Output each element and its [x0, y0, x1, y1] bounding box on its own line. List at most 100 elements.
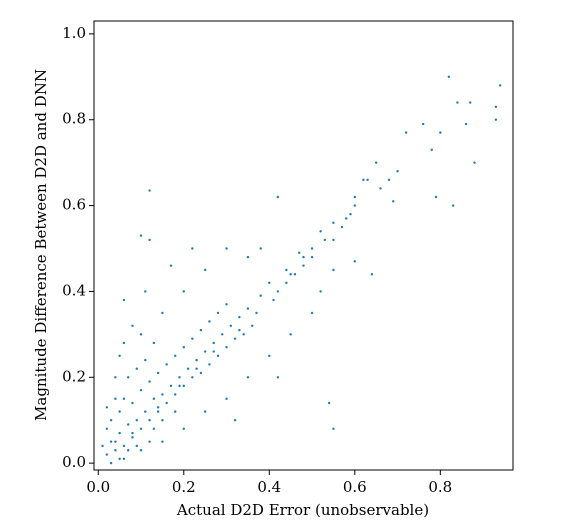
point	[174, 410, 177, 413]
point	[195, 358, 198, 362]
point	[392, 200, 395, 203]
point	[494, 118, 498, 121]
point	[229, 324, 233, 327]
point	[114, 449, 117, 452]
point	[387, 178, 391, 182]
point	[135, 419, 138, 422]
point	[118, 431, 121, 435]
point	[289, 273, 292, 276]
point	[327, 401, 331, 405]
point	[374, 161, 378, 164]
point	[165, 363, 168, 366]
point	[148, 419, 151, 422]
point	[169, 264, 173, 267]
point	[127, 376, 130, 379]
point	[182, 427, 185, 430]
point	[139, 427, 143, 430]
point	[156, 410, 160, 413]
point	[156, 406, 160, 409]
point	[148, 238, 151, 242]
point	[422, 122, 425, 126]
y-tick-label: 1.0	[62, 24, 86, 42]
point	[285, 281, 288, 285]
point	[323, 238, 327, 242]
point	[498, 84, 502, 87]
point	[332, 238, 335, 242]
point	[353, 204, 357, 207]
point	[379, 187, 382, 190]
point	[182, 290, 185, 293]
point	[434, 195, 438, 199]
point	[144, 358, 147, 362]
point	[216, 311, 220, 315]
y-tick-label: 0.8	[62, 110, 86, 128]
point	[105, 453, 109, 456]
point	[242, 333, 245, 336]
point	[203, 350, 207, 353]
point	[152, 341, 156, 345]
point	[268, 281, 271, 285]
x-axis-label: Actual D2D Error (unobservable)	[176, 501, 429, 519]
point	[118, 354, 121, 358]
point	[340, 225, 344, 229]
x-tick-label: 0.4	[257, 478, 281, 496]
point	[289, 333, 292, 336]
y-tick-label: 0.6	[62, 196, 86, 214]
point	[345, 217, 348, 220]
point	[127, 449, 130, 452]
point	[135, 444, 138, 448]
point	[272, 298, 275, 302]
point	[156, 371, 160, 375]
point	[127, 423, 130, 426]
point	[255, 311, 258, 315]
point	[212, 350, 215, 353]
point	[332, 268, 335, 272]
point	[152, 397, 156, 400]
point	[148, 380, 151, 383]
point	[310, 311, 314, 315]
point	[174, 354, 177, 358]
point	[349, 212, 352, 216]
x-tick-label: 0.6	[343, 478, 367, 496]
point	[302, 255, 305, 259]
point	[131, 436, 134, 439]
point	[118, 457, 121, 461]
point	[469, 101, 472, 104]
plot-frame	[93, 20, 514, 471]
point	[285, 268, 288, 272]
point	[199, 371, 203, 375]
point	[439, 131, 442, 134]
point	[494, 105, 498, 109]
point	[182, 384, 185, 388]
point	[191, 376, 194, 379]
point	[451, 204, 455, 207]
point	[131, 431, 134, 435]
point	[191, 337, 194, 340]
point	[216, 354, 220, 358]
point	[404, 131, 408, 134]
x-tick-label: 0.0	[86, 478, 110, 496]
point	[302, 264, 305, 267]
point	[276, 195, 280, 199]
point	[178, 376, 181, 379]
point	[122, 341, 126, 345]
point	[131, 401, 134, 405]
point	[233, 419, 237, 422]
point	[148, 440, 151, 443]
point	[161, 393, 164, 396]
point	[109, 419, 113, 422]
point	[122, 457, 126, 461]
point	[430, 148, 433, 151]
x-tick-label: 0.8	[428, 478, 452, 496]
point	[169, 384, 173, 388]
point	[144, 410, 147, 413]
point	[396, 170, 399, 173]
point	[447, 75, 451, 79]
point	[135, 367, 138, 370]
point	[203, 410, 207, 413]
point	[114, 376, 117, 379]
point	[473, 161, 476, 164]
point	[161, 419, 164, 422]
point	[353, 195, 357, 199]
